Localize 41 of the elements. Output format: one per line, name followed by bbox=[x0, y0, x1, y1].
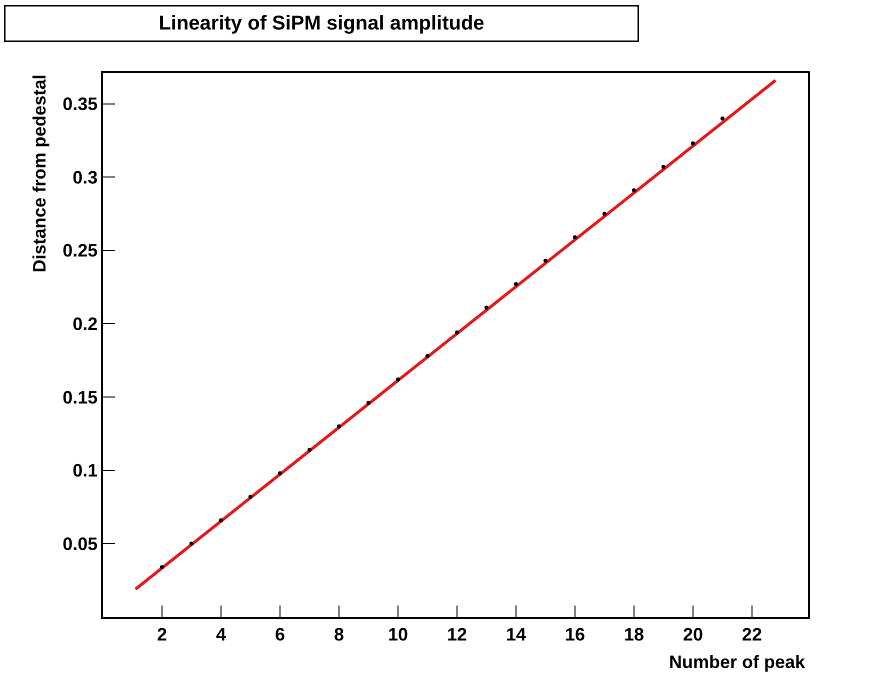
point bbox=[278, 471, 282, 476]
point bbox=[307, 448, 312, 452]
point bbox=[661, 164, 666, 169]
point bbox=[720, 116, 724, 120]
y-tick-label: 0.35 bbox=[62, 94, 98, 114]
point bbox=[425, 354, 430, 358]
x-tick-label: 10 bbox=[388, 624, 408, 644]
point bbox=[160, 565, 164, 570]
y-axis-title: Distance from pedestal bbox=[30, 74, 50, 273]
x-tick-label: 8 bbox=[334, 624, 344, 644]
x-axis-title: Number of peak bbox=[669, 652, 806, 672]
point bbox=[396, 377, 400, 382]
chart-title: Linearity of SiPM signal amplitude bbox=[158, 12, 484, 34]
point bbox=[543, 258, 548, 263]
x-tick-label: 6 bbox=[274, 624, 285, 644]
y-tick-label: 0.25 bbox=[62, 240, 98, 261]
x-tick-label: 16 bbox=[564, 624, 585, 644]
point bbox=[248, 494, 252, 499]
point bbox=[632, 188, 636, 192]
x-tick-label: 18 bbox=[624, 624, 644, 644]
point bbox=[218, 518, 223, 522]
point bbox=[572, 235, 577, 240]
x-tick-label: 20 bbox=[682, 624, 703, 644]
x-tick-label: 22 bbox=[742, 624, 762, 644]
point bbox=[336, 424, 341, 428]
y-tick-label: 0.15 bbox=[62, 387, 98, 408]
point bbox=[484, 306, 488, 310]
y-tick-label: 0.3 bbox=[72, 167, 98, 188]
y-tick-label: 0.05 bbox=[62, 534, 98, 554]
point bbox=[690, 141, 695, 146]
x-tick-label: 4 bbox=[216, 624, 226, 644]
point bbox=[189, 542, 194, 546]
x-tick-label: 2 bbox=[156, 624, 168, 644]
y-tick-label: 0.2 bbox=[72, 314, 98, 334]
point bbox=[514, 282, 518, 286]
point bbox=[454, 330, 459, 335]
x-tick-label: 14 bbox=[506, 624, 526, 644]
point bbox=[602, 212, 606, 216]
x-tick-label: 12 bbox=[446, 624, 467, 644]
point bbox=[366, 400, 370, 405]
y-tick-label: 0.1 bbox=[72, 460, 98, 481]
